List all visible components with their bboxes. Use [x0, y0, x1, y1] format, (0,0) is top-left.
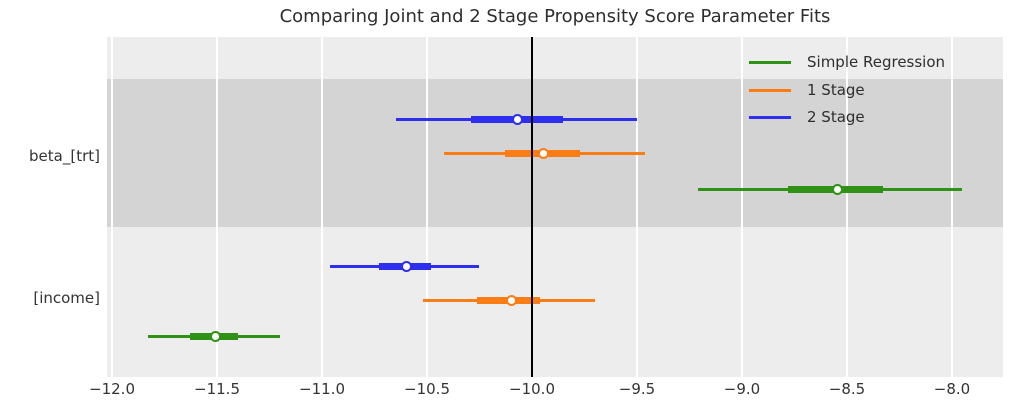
x-tick-label: −9.0 — [723, 380, 761, 398]
legend-label: Simple Regression — [807, 53, 946, 71]
legend-swatch-line — [749, 61, 791, 64]
x-tick-label: −8.5 — [828, 380, 866, 398]
x-tick-label: −12.0 — [89, 380, 135, 398]
reference-line — [531, 37, 533, 377]
gridline — [321, 37, 323, 377]
gridline — [636, 37, 638, 377]
gridline — [216, 37, 218, 377]
x-tick-label: −10.0 — [509, 380, 555, 398]
gridline — [846, 37, 848, 377]
chart-title: Comparing Joint and 2 Stage Propensity S… — [279, 6, 831, 27]
gridline — [741, 37, 743, 377]
estimate-marker — [506, 295, 517, 306]
gridline — [111, 37, 113, 377]
gridline — [951, 37, 953, 377]
x-tick-label: −9.5 — [618, 380, 656, 398]
estimate-marker — [512, 114, 524, 125]
x-tick-label: −11.5 — [194, 380, 240, 398]
gridline — [426, 37, 428, 377]
estimate-marker — [831, 184, 843, 195]
estimate-marker — [209, 331, 221, 342]
estimate-marker — [537, 148, 549, 159]
estimate-marker — [401, 261, 412, 272]
x-tick-label: −10.5 — [404, 380, 450, 398]
y-tick-label-beta-trt: beta_[trt] — [29, 147, 100, 165]
x-tick-label: −11.0 — [299, 380, 345, 398]
y-tick-label-income: [income] — [33, 289, 100, 307]
plot-area: Simple Regression 1 Stage 2 Stage — [107, 37, 1003, 377]
x-tick-label: −8.0 — [933, 380, 971, 398]
